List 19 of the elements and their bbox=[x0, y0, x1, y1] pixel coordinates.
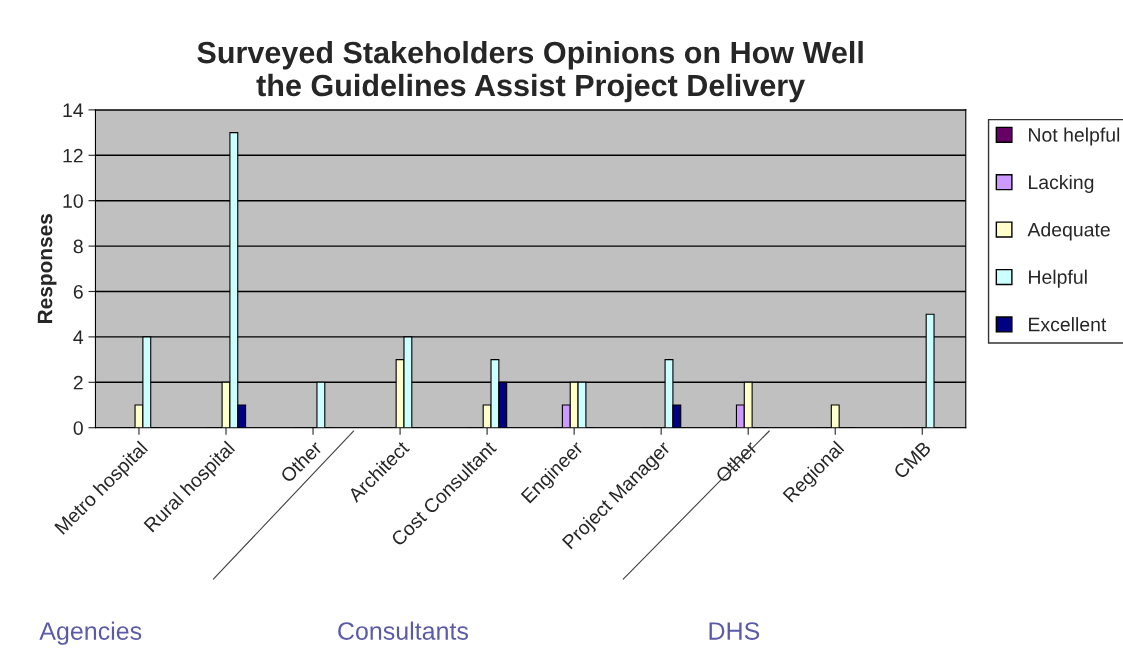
legend-label: Adequate bbox=[1027, 222, 1110, 241]
y-tick-label: 4 bbox=[73, 330, 84, 344]
y-tick-label: 6 bbox=[73, 284, 83, 299]
y-tick-label: 10 bbox=[63, 194, 83, 208]
y-axis-title: Responses bbox=[37, 214, 57, 323]
bar bbox=[830, 404, 840, 428]
legend-label: Excellent bbox=[1029, 317, 1107, 332]
text: Agencies bbox=[39, 621, 142, 645]
y-tick-label: 2 bbox=[73, 375, 83, 390]
text: DHS bbox=[709, 622, 760, 640]
legend-label: Lacking bbox=[1029, 174, 1094, 194]
chart-title: Surveyed Stakeholders Opinions on How Well the Guidelines Assist Project Delivery bbox=[197, 40, 863, 103]
legend-label: Not helpful bbox=[1029, 127, 1120, 146]
legend-label: Helpful bbox=[1029, 269, 1087, 288]
y-tick-label: 8 bbox=[73, 239, 83, 254]
y-tick-label: 14 bbox=[63, 103, 84, 117]
text: Consultants bbox=[338, 621, 469, 640]
y-tick-label: 0 bbox=[73, 421, 83, 435]
y-tick-label: 12 bbox=[63, 148, 83, 163]
